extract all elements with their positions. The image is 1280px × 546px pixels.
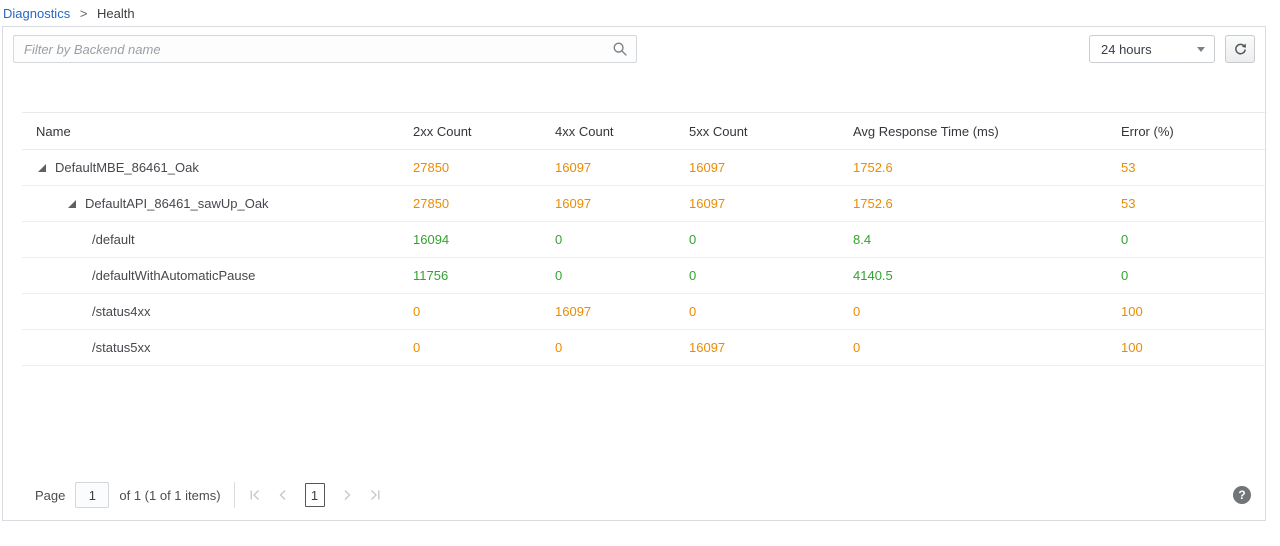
next-page-button[interactable] <box>341 489 353 501</box>
metric-cell: 0 <box>541 221 675 258</box>
expanded-triangle-icon[interactable] <box>68 199 76 208</box>
filter-field-wrap <box>13 35 637 63</box>
metric-cell: 16094 <box>399 221 541 258</box>
metric-cell: 0 <box>839 293 1107 330</box>
last-page-button[interactable] <box>369 489 381 501</box>
metric-cell: 4140.5 <box>839 257 1107 294</box>
row-name-label: DefaultAPI_86461_sawUp_Oak <box>85 196 269 211</box>
row-name-wrap: DefaultAPI_86461_sawUp_Oak <box>22 196 399 211</box>
page-label: Page <box>35 487 66 503</box>
table-row[interactable]: /status5xx 0 0 16097 0 100 <box>22 329 1267 366</box>
row-name-wrap: /defaultWithAutomaticPause <box>22 268 399 283</box>
row-name-label: /status4xx <box>92 304 151 319</box>
table-row[interactable]: DefaultMBE_86461_Oak 27850 16097 16097 1752.… <box>22 149 1267 186</box>
refresh-icon <box>1234 43 1246 54</box>
page-number-input[interactable] <box>75 482 110 508</box>
metric-cell: 27850 <box>399 149 541 186</box>
metric-cell: 11756 <box>399 257 541 294</box>
metric-cell: 16097 <box>675 185 839 222</box>
first-page-button[interactable] <box>249 489 261 501</box>
breadcrumb-separator: > <box>79 6 88 21</box>
column-header-avg-response: Avg Response Time (ms) <box>839 112 1107 150</box>
refresh-button[interactable] <box>1225 35 1255 63</box>
metric-cell: 0 <box>399 329 541 366</box>
previous-page-button[interactable] <box>277 489 289 501</box>
column-header-error: Error (%) <box>1107 112 1267 150</box>
metric-cell: 16097 <box>675 149 839 186</box>
column-header-4xx: 4xx Count <box>541 112 675 150</box>
metric-cell: 0 <box>675 221 839 258</box>
metric-cell: 16097 <box>675 329 839 366</box>
table-body: DefaultMBE_86461_Oak 27850 16097 16097 1752.… <box>22 149 1267 366</box>
row-name-cell: /default <box>22 221 399 258</box>
metric-cell: 16097 <box>541 185 675 222</box>
row-name-cell: /defaultWithAutomaticPause <box>22 257 399 294</box>
column-header-5xx: 5xx Count <box>675 112 839 150</box>
row-name-cell: DefaultMBE_86461_Oak <box>22 149 399 186</box>
page-summary: of 1 (1 of 1 items) <box>119 487 221 503</box>
next-page-icon <box>344 490 351 500</box>
expanded-triangle-icon[interactable] <box>38 163 46 172</box>
metric-cell: 0 <box>399 293 541 330</box>
time-range-value: 24 hours <box>1101 41 1152 57</box>
search-icon <box>613 42 627 56</box>
table-row[interactable]: DefaultAPI_86461_sawUp_Oak 27850 16097 1609… <box>22 185 1267 222</box>
help-button[interactable]: ? <box>1233 486 1251 504</box>
column-header-2xx: 2xx Count <box>399 112 541 150</box>
row-name-cell: /status4xx <box>22 293 399 330</box>
row-name-wrap: /status5xx <box>22 340 399 355</box>
metric-cell: 100 <box>1107 293 1267 330</box>
backend-filter-input[interactable] <box>13 35 637 63</box>
metric-cell: 0 <box>541 329 675 366</box>
pager-controls: 1 <box>249 483 381 507</box>
current-page-button[interactable]: 1 <box>304 483 325 507</box>
toolbar-right-controls: 24 hours <box>1089 35 1255 63</box>
row-name-label: /status5xx <box>92 340 151 355</box>
metric-cell: 0 <box>1107 257 1267 294</box>
pagination-bar: Page of 1 (1 of 1 items) 1 <box>35 482 1251 508</box>
table-row[interactable]: /default 16094 0 0 8.4 0 <box>22 221 1267 258</box>
metric-cell: 100 <box>1107 329 1267 366</box>
table-row[interactable]: /status4xx 0 16097 0 0 100 <box>22 293 1267 330</box>
metric-cell: 53 <box>1107 185 1267 222</box>
breadcrumb-link-diagnostics[interactable]: Diagnostics <box>3 6 71 21</box>
metric-cell: 0 <box>675 257 839 294</box>
pagination-divider <box>233 482 235 508</box>
breadcrumb-current-health: Health <box>97 6 135 21</box>
row-name-label: /default <box>92 232 135 247</box>
metric-cell: 27850 <box>399 185 541 222</box>
metric-cell: 1752.6 <box>839 149 1107 186</box>
row-name-label: /defaultWithAutomaticPause <box>92 268 256 283</box>
last-page-icon <box>370 490 380 500</box>
metric-cell: 0 <box>541 257 675 294</box>
metric-cell: 53 <box>1107 149 1267 186</box>
previous-page-icon <box>279 490 286 500</box>
health-table: Name 2xx Count 4xx Count 5xx Count Avg R… <box>22 112 1267 366</box>
row-name-wrap: /status4xx <box>22 304 399 319</box>
health-table-wrap: Name 2xx Count 4xx Count 5xx Count Avg R… <box>22 112 1267 366</box>
metric-cell: 0 <box>839 329 1107 366</box>
first-page-icon <box>250 490 259 500</box>
toolbar: 24 hours <box>13 35 1255 63</box>
row-name-cell: /status5xx <box>22 329 399 366</box>
breadcrumb: Diagnostics > Health <box>3 6 1280 21</box>
column-header-name: Name <box>22 112 399 150</box>
row-name-wrap: /default <box>22 232 399 247</box>
metric-cell: 1752.6 <box>839 185 1107 222</box>
row-name-label: DefaultMBE_86461_Oak <box>55 160 199 175</box>
time-range-select[interactable]: 24 hours <box>1089 35 1215 63</box>
metric-cell: 16097 <box>541 293 675 330</box>
chevron-down-icon <box>1197 46 1205 52</box>
metric-cell: 16097 <box>541 149 675 186</box>
metric-cell: 0 <box>675 293 839 330</box>
metric-cell: 8.4 <box>839 221 1107 258</box>
table-header-row: Name 2xx Count 4xx Count 5xx Count Avg R… <box>22 112 1267 150</box>
metric-cell: 0 <box>1107 221 1267 258</box>
row-name-cell: DefaultAPI_86461_sawUp_Oak <box>22 185 399 222</box>
row-name-wrap: DefaultMBE_86461_Oak <box>22 160 399 175</box>
table-row[interactable]: /defaultWithAutomaticPause 11756 0 0 4140.5 0 <box>22 257 1267 294</box>
health-panel: 24 hours Name 2xx Count 4xx Count <box>2 26 1267 521</box>
